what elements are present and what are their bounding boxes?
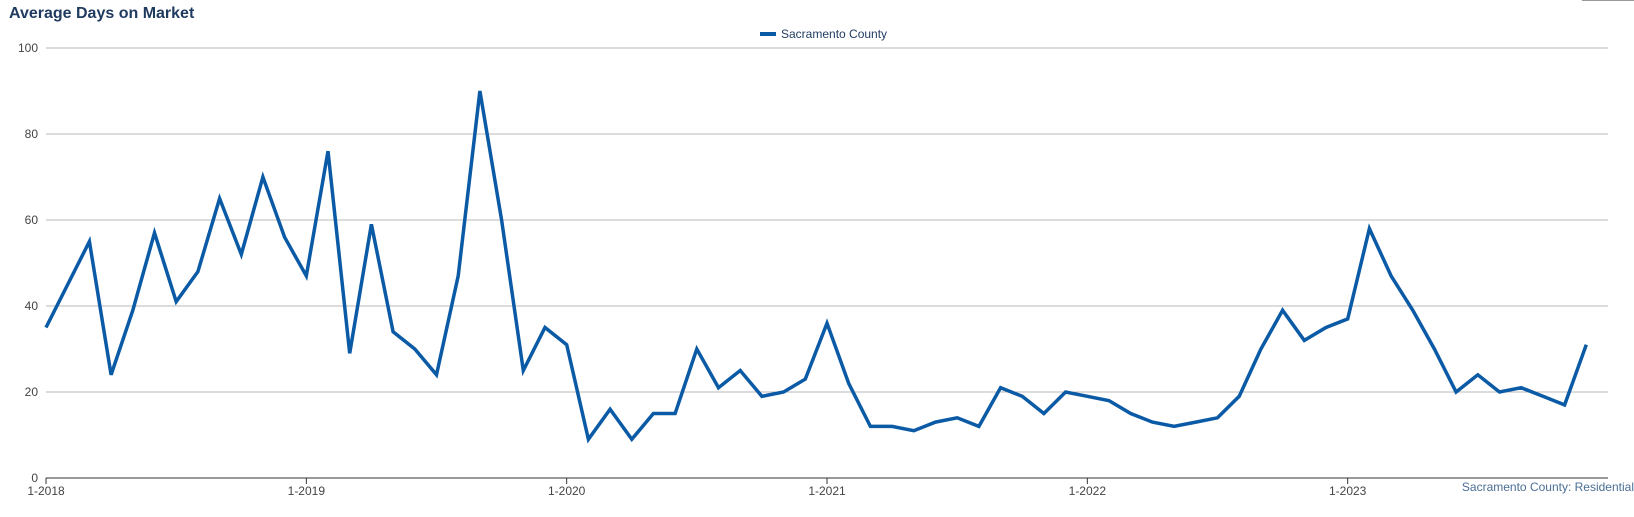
- data-point[interactable]: [1431, 346, 1437, 352]
- data-point[interactable]: [737, 368, 743, 374]
- corner-divider: [1582, 0, 1634, 1]
- series-line[interactable]: [44, 90, 1588, 444]
- data-point[interactable]: [1041, 411, 1047, 417]
- x-tick-label: 1-2018: [27, 484, 65, 498]
- data-point[interactable]: [1388, 273, 1394, 279]
- data-point[interactable]: [954, 415, 960, 421]
- x-tick-label: 1-2021: [808, 484, 846, 498]
- data-point[interactable]: [976, 423, 982, 429]
- data-point[interactable]: [672, 411, 678, 417]
- data-point[interactable]: [1149, 419, 1155, 425]
- data-point[interactable]: [499, 217, 505, 223]
- data-point[interactable]: [151, 230, 157, 236]
- y-tick-label: 60: [25, 213, 39, 227]
- legend[interactable]: Sacramento County: [760, 27, 887, 41]
- series-sacramento-county: [43, 88, 1589, 444]
- data-point[interactable]: [846, 380, 852, 386]
- data-point[interactable]: [542, 325, 548, 331]
- data-point[interactable]: [1171, 423, 1177, 429]
- data-point[interactable]: [1019, 393, 1025, 399]
- data-point[interactable]: [1497, 389, 1503, 395]
- x-tick-label: 1-2022: [1069, 484, 1107, 498]
- data-point[interactable]: [1301, 337, 1307, 343]
- data-point[interactable]: [368, 221, 374, 227]
- data-point[interactable]: [282, 234, 288, 240]
- data-point[interactable]: [108, 372, 114, 378]
- data-point[interactable]: [390, 329, 396, 335]
- y-axis-ticks: 0 20 40 60 80 100: [18, 41, 38, 485]
- legend-label: Sacramento County: [781, 27, 887, 41]
- y-tick-label: 20: [25, 385, 39, 399]
- data-point[interactable]: [325, 148, 331, 154]
- data-point[interactable]: [1410, 307, 1416, 313]
- data-point[interactable]: [303, 273, 309, 279]
- data-point[interactable]: [1475, 372, 1481, 378]
- data-point[interactable]: [1583, 342, 1589, 348]
- data-point[interactable]: [759, 393, 765, 399]
- data-point[interactable]: [1518, 385, 1524, 391]
- data-point[interactable]: [260, 174, 266, 180]
- data-point[interactable]: [694, 346, 700, 352]
- data-point[interactable]: [1258, 346, 1264, 352]
- data-point[interactable]: [607, 406, 613, 412]
- data-point[interactable]: [716, 385, 722, 391]
- data-point[interactable]: [1106, 398, 1112, 404]
- data-point[interactable]: [520, 368, 526, 374]
- data-point[interactable]: [781, 389, 787, 395]
- x-tick-label: 1-2019: [288, 484, 326, 498]
- data-point[interactable]: [173, 299, 179, 305]
- data-point[interactable]: [130, 307, 136, 313]
- data-point[interactable]: [1453, 389, 1459, 395]
- data-point[interactable]: [867, 423, 873, 429]
- data-point[interactable]: [1540, 393, 1546, 399]
- data-point[interactable]: [585, 436, 591, 442]
- data-point[interactable]: [1128, 411, 1134, 417]
- data-point[interactable]: [1323, 325, 1329, 331]
- data-point[interactable]: [455, 273, 461, 279]
- data-point[interactable]: [43, 325, 49, 331]
- x-tick-label: 1-2023: [1329, 484, 1367, 498]
- data-point[interactable]: [347, 350, 353, 356]
- data-point[interactable]: [412, 346, 418, 352]
- data-point[interactable]: [86, 239, 92, 245]
- data-point[interactable]: [911, 428, 917, 434]
- data-point[interactable]: [217, 196, 223, 202]
- data-point[interactable]: [629, 436, 635, 442]
- y-tick-label: 40: [25, 299, 39, 313]
- data-point[interactable]: [238, 251, 244, 257]
- data-point[interactable]: [195, 269, 201, 275]
- x-tick-label: 1-2020: [548, 484, 586, 498]
- y-tick-label: 0: [31, 471, 38, 485]
- data-point[interactable]: [1236, 393, 1242, 399]
- data-point[interactable]: [1063, 389, 1069, 395]
- y-tick-label: 80: [25, 127, 39, 141]
- data-point[interactable]: [932, 419, 938, 425]
- data-point[interactable]: [65, 282, 71, 288]
- data-point[interactable]: [998, 385, 1004, 391]
- data-point[interactable]: [1280, 307, 1286, 313]
- data-point[interactable]: [1193, 419, 1199, 425]
- data-point[interactable]: [824, 320, 830, 326]
- data-point[interactable]: [1562, 402, 1568, 408]
- footer-note: Sacramento County: Residential: [1461, 480, 1634, 494]
- chart-title: Average Days on Market: [9, 5, 195, 22]
- data-point[interactable]: [1345, 316, 1351, 322]
- data-point[interactable]: [477, 88, 483, 94]
- data-point[interactable]: [1366, 226, 1372, 232]
- data-point[interactable]: [1084, 393, 1090, 399]
- data-point[interactable]: [434, 372, 440, 378]
- data-point[interactable]: [564, 342, 570, 348]
- data-point[interactable]: [650, 411, 656, 417]
- data-point[interactable]: [1215, 415, 1221, 421]
- data-point[interactable]: [889, 423, 895, 429]
- data-point[interactable]: [802, 376, 808, 382]
- x-axis: 1-2018 1-2019 1-2020 1-2021 1-2022 1-2023: [27, 477, 1608, 498]
- y-tick-label: 100: [18, 41, 38, 55]
- grid-lines: [46, 47, 1608, 393]
